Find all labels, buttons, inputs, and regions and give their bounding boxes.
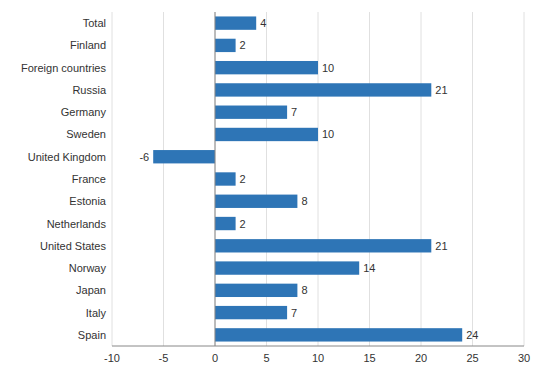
- x-tick-label: 25: [466, 352, 478, 364]
- data-label: 21: [435, 240, 447, 252]
- data-label: 8: [301, 195, 307, 207]
- bar: [215, 217, 236, 230]
- data-label: 4: [260, 17, 266, 29]
- bar: [153, 150, 215, 163]
- bar: [215, 16, 256, 29]
- bar: [215, 61, 318, 74]
- category-label: Spain: [78, 329, 106, 341]
- x-axis: -10 -5 0 5 10 15 20 25 30: [104, 352, 530, 364]
- x-axis-line: [112, 346, 524, 347]
- bar: [215, 83, 431, 96]
- grid-line: [215, 12, 216, 346]
- grid-line: [421, 12, 422, 346]
- grid: [112, 12, 524, 346]
- grid-line: [524, 12, 525, 346]
- category-label: Netherlands: [47, 218, 107, 230]
- x-tick-label: 10: [312, 352, 324, 364]
- category-label: Foreign countries: [21, 62, 106, 74]
- data-label: 21: [435, 84, 447, 96]
- bar: [215, 106, 287, 119]
- chart-container: -10 -5 0 5 10 15 20 25 30 Spain Italy Japan Norway Un…: [0, 0, 546, 376]
- data-label: 7: [291, 106, 297, 118]
- data-label: 10: [322, 62, 334, 74]
- bar: [215, 195, 297, 208]
- category-label: France: [72, 173, 106, 185]
- grid-line: [472, 12, 473, 346]
- category-label: Estonia: [69, 195, 107, 207]
- data-label: 2: [240, 173, 246, 185]
- bar: [215, 328, 462, 341]
- bar: [215, 284, 297, 297]
- bar: [215, 239, 431, 252]
- x-tick-label: 15: [363, 352, 375, 364]
- grid-line: [112, 12, 113, 346]
- x-tick-label: 0: [212, 352, 218, 364]
- x-tick-label: 5: [263, 352, 269, 364]
- data-label: 2: [240, 39, 246, 51]
- grid-line: [163, 12, 164, 346]
- category-label: Sweden: [66, 128, 106, 140]
- category-label: United States: [40, 240, 107, 252]
- bar: [215, 172, 236, 185]
- data-label: 24: [466, 329, 478, 341]
- category-label: United Kingdom: [28, 151, 106, 163]
- grid-line: [369, 12, 370, 346]
- data-label: 8: [301, 284, 307, 296]
- x-tick-label: -5: [159, 352, 169, 364]
- data-label: 14: [363, 262, 375, 274]
- bar: [215, 128, 318, 141]
- category-label: Norway: [69, 262, 107, 274]
- category-label: Finland: [70, 39, 106, 51]
- y-axis: Spain Italy Japan Norway United States Nether…: [21, 17, 107, 341]
- x-tick-label: -10: [104, 352, 120, 364]
- bar: [215, 261, 359, 274]
- data-label: 10: [322, 128, 334, 140]
- category-label: Japan: [76, 284, 106, 296]
- x-tick-label: 20: [415, 352, 427, 364]
- bar: [215, 306, 287, 319]
- category-label: Germany: [61, 106, 107, 118]
- bar: [215, 39, 236, 52]
- data-label: 7: [291, 307, 297, 319]
- data-label: -6: [139, 151, 149, 163]
- data-labels: 24781421282-6107211024: [139, 17, 478, 341]
- category-label: Total: [83, 17, 106, 29]
- x-tick-label: 30: [518, 352, 530, 364]
- bars: [153, 16, 462, 341]
- category-label: Russia: [72, 84, 107, 96]
- data-label: 2: [240, 218, 246, 230]
- chart-svg: -10 -5 0 5 10 15 20 25 30 Spain Italy Japan Norway Un…: [0, 0, 546, 376]
- category-label: Italy: [86, 307, 107, 319]
- zero-line: [215, 12, 216, 346]
